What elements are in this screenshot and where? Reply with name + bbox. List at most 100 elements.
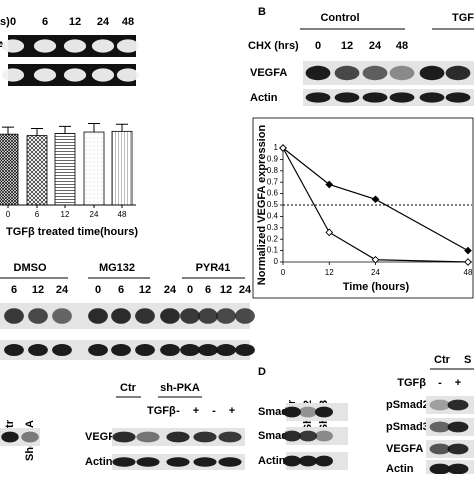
band [166, 432, 189, 443]
sign: - [438, 377, 442, 389]
band [315, 431, 333, 442]
band [235, 308, 255, 324]
error-bar [116, 124, 128, 131]
group-label: Control [320, 12, 359, 24]
band [111, 308, 131, 324]
band [117, 39, 139, 52]
band [88, 344, 108, 356]
band [112, 457, 135, 467]
y-tick-label: 0.2 [267, 234, 279, 243]
error-bar [59, 126, 71, 133]
error-bar [2, 127, 14, 134]
band [235, 344, 255, 356]
y-tick-label: 0.3 [267, 223, 279, 232]
x-tick-label: 24 [371, 268, 380, 277]
band [4, 344, 24, 356]
bar [0, 134, 18, 205]
band [136, 457, 159, 467]
band [448, 422, 469, 433]
band [420, 92, 445, 102]
band [216, 308, 236, 324]
band [218, 457, 241, 467]
panel-letter: D [258, 366, 266, 378]
band [4, 308, 24, 324]
y-tick-label: 0.1 [267, 246, 279, 255]
band [64, 39, 86, 52]
y-tick-label: 0.4 [267, 212, 279, 221]
y-tick-label: 1 [274, 143, 279, 152]
time-label: 0 [315, 40, 321, 52]
marker [465, 259, 471, 265]
band [218, 432, 241, 443]
x-tick-label: 48 [118, 210, 127, 219]
band [21, 432, 38, 443]
band [446, 66, 471, 80]
x-axis-title: TGFβ treated time(hours) [6, 226, 138, 238]
marker [465, 247, 471, 253]
x-tick-label: 6 [35, 210, 40, 219]
row-label: Actin [386, 463, 414, 474]
band [363, 66, 388, 80]
time-label: 0 [95, 284, 101, 296]
band [2, 39, 24, 52]
band [315, 407, 333, 418]
band [64, 68, 86, 81]
band [315, 456, 333, 467]
band [390, 66, 415, 80]
band [2, 68, 24, 81]
time-label: 0 [187, 284, 193, 296]
row-label: pSmad3 [386, 421, 429, 433]
band [299, 431, 317, 442]
band [335, 92, 360, 102]
band [306, 66, 331, 80]
time-label: s) [0, 16, 10, 28]
group-label: Ctr [434, 354, 451, 366]
x-tick-label: 12 [325, 268, 334, 277]
band [420, 66, 445, 80]
row-label: VEGFA [250, 67, 287, 79]
band [92, 39, 114, 52]
treatment-label: TGFβ [397, 377, 426, 389]
y-tick-label: 0.9 [267, 155, 279, 164]
time-label: 24 [56, 284, 69, 296]
band [363, 92, 388, 102]
x-tick-label: 48 [464, 268, 473, 277]
bar [55, 133, 75, 205]
band [216, 344, 236, 356]
y-axis-title: Normalized VEGFA expression [256, 125, 268, 286]
band [448, 444, 469, 455]
marker [372, 196, 378, 202]
sign: + [193, 405, 199, 417]
band [193, 432, 216, 443]
sign: - [176, 405, 180, 417]
chart-frame [253, 118, 473, 298]
time-label: 12 [341, 40, 353, 52]
y-tick-label: 0.8 [267, 166, 279, 175]
band [430, 422, 451, 433]
time-label: 6 [205, 284, 211, 296]
sign: + [229, 405, 235, 417]
row-label: Actin [258, 455, 286, 467]
band [160, 308, 180, 324]
band [430, 444, 451, 455]
group-label: PYR41 [196, 262, 231, 274]
time-label: 6 [42, 16, 48, 28]
marker [326, 229, 332, 235]
row-label: Actin [85, 456, 113, 468]
band [160, 344, 180, 356]
time-label: 0 [10, 16, 16, 28]
y-tick-label: 0.6 [267, 189, 279, 198]
band [34, 68, 56, 81]
x-tick-label: 0 [281, 268, 286, 277]
band [52, 308, 72, 324]
band [299, 456, 317, 467]
band [283, 407, 301, 418]
band [198, 344, 218, 356]
band [335, 66, 360, 80]
time-label: 24 [97, 16, 110, 28]
band [306, 92, 331, 102]
band [135, 308, 155, 324]
band [111, 344, 131, 356]
